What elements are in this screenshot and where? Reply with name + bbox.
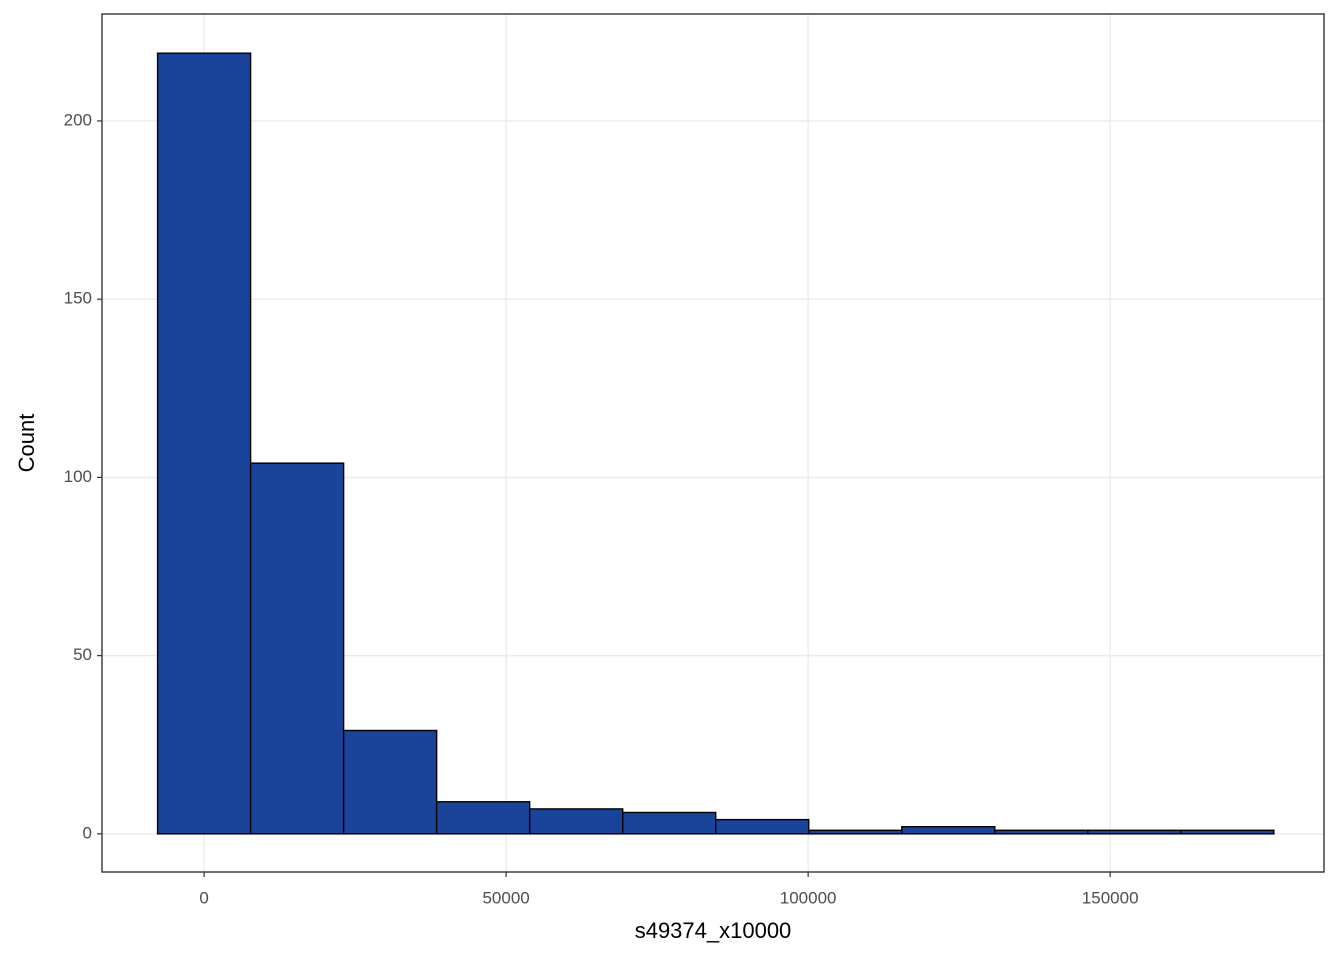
bar (156, 52, 252, 835)
x-tick-label: 150000 (1082, 888, 1139, 907)
y-tick-label: 100 (64, 467, 92, 486)
x-axis-title: s49374_x10000 (635, 918, 792, 943)
bar (528, 808, 624, 835)
x-tick-label: 0 (199, 888, 208, 907)
y-tick-label: 50 (73, 645, 92, 664)
y-tick-label: 200 (64, 110, 92, 129)
bar (249, 462, 345, 835)
bar (435, 801, 531, 835)
y-tick-label: 150 (64, 289, 92, 308)
bar (808, 829, 903, 835)
panel-border (101, 13, 1325, 873)
bar (715, 818, 810, 835)
x-tick-label: 100000 (780, 888, 837, 907)
bar (901, 826, 996, 835)
y-axis-title: Count (14, 414, 39, 473)
x-tick-label: 50000 (482, 888, 529, 907)
y-tick-label: 0 (83, 823, 92, 842)
bar (1180, 829, 1275, 835)
bar (621, 811, 717, 835)
bar (994, 829, 1089, 835)
bar (342, 729, 438, 835)
bar (1087, 829, 1182, 835)
